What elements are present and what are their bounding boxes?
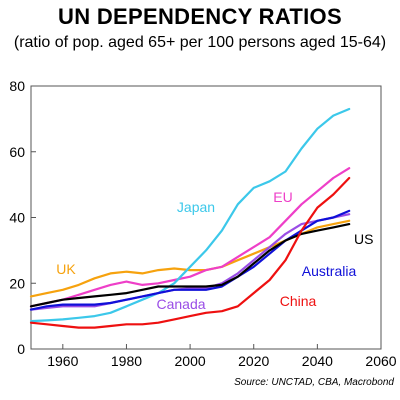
series-line-canada [29,213,351,311]
y-tick-label: 80 [9,78,25,94]
series-lines [29,107,351,329]
series-labels: Japan EU UK US Canada Australia China [56,189,373,312]
x-tick-label: 2020 [238,353,269,369]
series-line-us [29,223,351,308]
y-tick-label: 20 [9,275,25,291]
series-line-australia [29,209,351,311]
x-tick-label: 2040 [302,353,333,369]
source-note: Source: UNCTAD, CBA, Macrobond [234,377,394,388]
series-label-eu: EU [273,189,292,205]
series-line-china [29,176,351,329]
y-tick-label: 40 [9,210,25,226]
series-line-eu [29,167,351,308]
series-label-japan: Japan [177,199,215,215]
series-label-us: US [354,231,373,247]
x-tick-label: 2000 [175,353,206,369]
chart-title: UN DEPENDENCY RATIOS [58,4,342,29]
x-tick-label: 1960 [47,353,78,369]
y-tick-label: 60 [9,144,25,160]
chart-subtitle: (ratio of pop. aged 65+ per 100 persons … [13,34,387,51]
y-tick-label: 0 [17,341,25,357]
series-label-uk: UK [56,261,76,277]
series-label-canada: Canada [156,296,205,312]
x-tick-label: 2060 [365,353,396,369]
x-tick-label: 1980 [111,353,142,369]
series-line-japan [29,107,351,323]
series-label-australia: Australia [302,263,357,279]
series-label-china: China [280,293,317,309]
